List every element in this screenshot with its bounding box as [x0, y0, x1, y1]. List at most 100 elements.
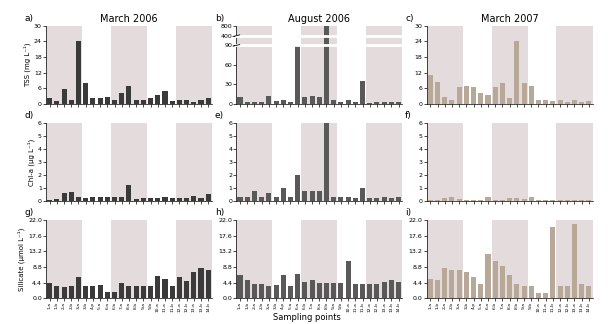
Bar — [309, 96, 314, 104]
Bar — [98, 197, 103, 201]
Bar — [54, 286, 60, 298]
Bar — [206, 270, 211, 298]
Bar — [556, 123, 593, 201]
Bar — [500, 83, 505, 104]
Y-axis label: Chl-a (μg L⁻¹): Chl-a (μg L⁻¹) — [28, 138, 35, 186]
Bar — [478, 284, 483, 298]
Bar — [206, 194, 211, 201]
Bar — [163, 91, 168, 104]
Bar — [515, 41, 519, 104]
Bar — [192, 102, 196, 104]
Bar — [155, 95, 160, 104]
Text: e): e) — [215, 111, 224, 120]
Bar — [192, 196, 196, 201]
Bar — [331, 197, 336, 201]
Bar — [46, 220, 82, 298]
Bar — [565, 102, 570, 104]
Bar — [389, 280, 394, 298]
Bar — [515, 284, 519, 298]
Bar — [353, 102, 358, 104]
Bar — [302, 97, 308, 104]
Bar — [126, 286, 131, 298]
Bar — [54, 101, 60, 104]
Bar — [119, 93, 124, 104]
Bar — [302, 282, 308, 298]
Bar — [471, 87, 476, 104]
Bar — [244, 102, 250, 104]
Bar — [543, 200, 548, 201]
Title: March 2006: March 2006 — [100, 14, 158, 24]
Bar — [155, 198, 160, 201]
Bar — [550, 200, 556, 201]
Bar — [301, 220, 337, 298]
Bar — [464, 86, 469, 104]
Bar — [471, 200, 476, 201]
Bar — [521, 83, 527, 104]
Bar — [273, 101, 279, 104]
Bar — [259, 284, 264, 298]
Bar — [367, 198, 372, 201]
Bar — [176, 220, 212, 298]
Title: August 2006: August 2006 — [289, 14, 350, 24]
Bar — [492, 87, 498, 104]
Bar — [464, 200, 469, 201]
Bar — [105, 292, 110, 298]
Text: g): g) — [25, 208, 34, 217]
Text: a): a) — [25, 14, 34, 23]
Bar — [486, 254, 491, 298]
Bar — [184, 198, 189, 201]
Bar — [238, 97, 243, 104]
Bar — [558, 200, 562, 201]
Bar — [382, 102, 387, 104]
Bar — [112, 100, 117, 104]
Bar — [366, 220, 402, 298]
Bar — [134, 100, 139, 104]
Bar — [126, 185, 131, 201]
Bar — [449, 100, 454, 104]
Bar — [324, 26, 329, 104]
Bar — [238, 197, 243, 201]
Bar — [119, 197, 124, 201]
Bar — [435, 82, 440, 104]
Text: b): b) — [215, 14, 224, 23]
Bar — [492, 123, 527, 201]
Bar — [266, 96, 271, 104]
Text: i): i) — [405, 208, 411, 217]
Bar — [169, 286, 175, 298]
Bar — [90, 286, 95, 298]
Bar — [198, 100, 204, 104]
Bar — [366, 123, 402, 201]
Bar — [338, 197, 343, 201]
Bar — [507, 275, 512, 298]
Bar — [375, 198, 379, 201]
Bar — [238, 275, 243, 298]
Bar — [301, 123, 337, 201]
Bar — [46, 123, 82, 201]
Bar — [331, 100, 336, 104]
Bar — [281, 100, 286, 104]
Bar — [558, 286, 562, 298]
Bar — [90, 98, 95, 104]
Bar — [396, 282, 401, 298]
Bar — [478, 200, 483, 201]
Bar — [54, 199, 60, 201]
Bar — [236, 26, 273, 104]
Bar — [148, 198, 153, 201]
Bar — [324, 283, 329, 298]
Bar — [244, 280, 250, 298]
Bar — [119, 283, 124, 298]
Bar — [375, 284, 379, 298]
Bar — [492, 261, 498, 298]
Bar — [244, 197, 250, 201]
Bar — [259, 197, 264, 201]
Bar — [259, 102, 264, 104]
Bar — [105, 97, 110, 104]
Bar — [366, 26, 402, 104]
Bar — [579, 200, 585, 201]
Bar — [346, 100, 351, 104]
Bar — [396, 197, 401, 201]
Bar — [360, 188, 365, 201]
Bar — [317, 97, 322, 104]
Bar — [134, 286, 139, 298]
Bar — [47, 283, 52, 298]
